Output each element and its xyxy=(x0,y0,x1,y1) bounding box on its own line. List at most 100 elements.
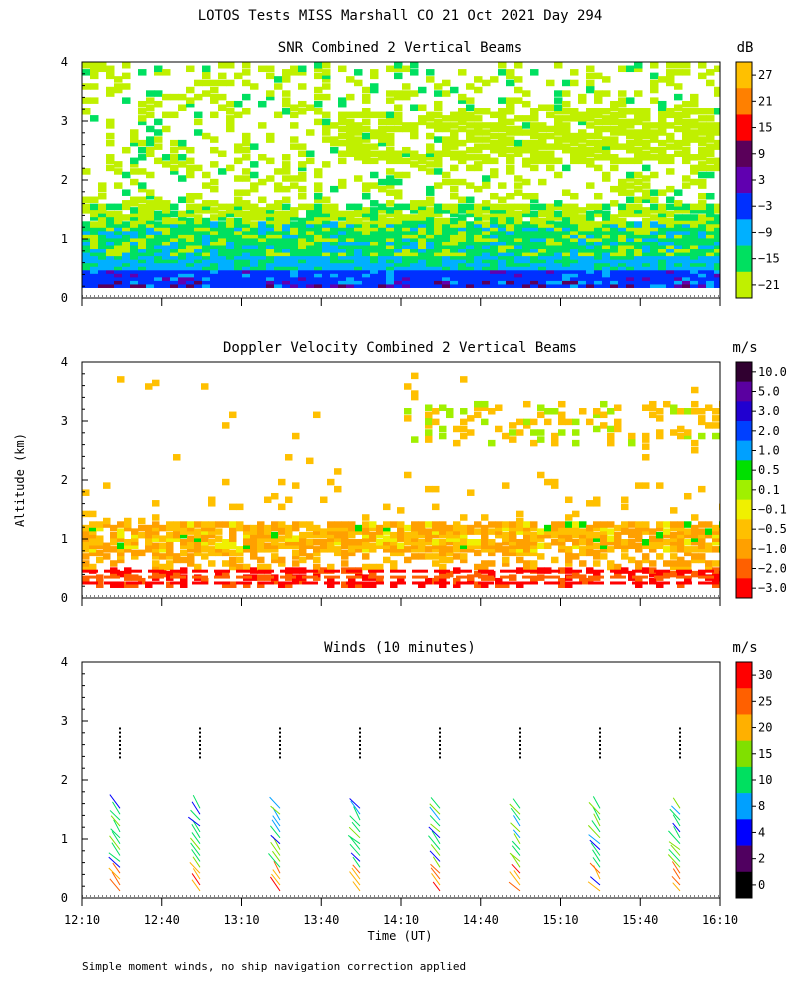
snr-cell xyxy=(626,210,635,218)
velocity-cell xyxy=(222,542,230,550)
snr-cell xyxy=(690,224,699,232)
snr-cell xyxy=(274,203,283,211)
velocity-cell xyxy=(509,422,517,429)
velocity-cell xyxy=(201,531,209,539)
snr-cell xyxy=(586,150,595,157)
snr-cell xyxy=(434,111,443,119)
snr-cell xyxy=(626,143,635,150)
velocity-cell xyxy=(460,524,468,532)
snr-cell xyxy=(338,111,347,119)
velocity-cell xyxy=(362,574,370,581)
snr-cell xyxy=(714,224,720,232)
velocity-cell xyxy=(390,560,398,567)
velocity-cell xyxy=(201,546,209,553)
snr-cell xyxy=(442,274,451,281)
velocity-cell xyxy=(362,539,370,546)
snr-cell xyxy=(186,239,195,246)
snr-cell xyxy=(386,178,395,186)
velocity-cell xyxy=(425,553,433,560)
snr-cell xyxy=(226,79,235,87)
velocity-cell xyxy=(705,531,713,539)
snr-cell xyxy=(202,242,211,250)
snr-cell xyxy=(594,146,603,154)
velocity-segment xyxy=(412,581,428,585)
snr-cell xyxy=(666,157,675,165)
velocity-cell xyxy=(558,546,566,553)
snr-cell xyxy=(562,231,571,239)
snr-cell xyxy=(154,65,163,73)
snr-cell xyxy=(210,136,219,143)
snr-cell xyxy=(346,136,355,143)
snr-cell xyxy=(530,224,539,232)
velocity-segment xyxy=(676,581,692,585)
snr-cell xyxy=(506,154,515,161)
wind-barb xyxy=(271,819,281,833)
snr-cell xyxy=(626,281,635,288)
snr-cell xyxy=(698,253,707,260)
wind-barb xyxy=(511,863,521,874)
colorbar-label: 20 xyxy=(758,721,772,735)
velocity-cell xyxy=(516,556,524,564)
velocity-cell xyxy=(82,542,90,550)
velocity-cell xyxy=(698,531,706,539)
snr-cell xyxy=(90,72,99,80)
snr-cell xyxy=(250,185,259,193)
snr-cell xyxy=(514,281,523,288)
snr-cell xyxy=(386,139,395,147)
snr-cell xyxy=(234,246,243,253)
snr-cell xyxy=(226,253,235,260)
snr-cell xyxy=(458,150,467,157)
snr-cell xyxy=(706,69,715,76)
snr-cell xyxy=(658,108,667,115)
wind-barb xyxy=(672,822,681,833)
velocity-cell xyxy=(698,485,706,493)
snr-cell xyxy=(610,224,619,232)
snr-cell xyxy=(690,263,699,271)
snr-cell xyxy=(602,146,611,154)
snr-cell xyxy=(370,263,379,271)
velocity-cell xyxy=(292,539,300,546)
snr-cell xyxy=(562,132,571,140)
snr-cell xyxy=(402,65,411,73)
velocity-cell xyxy=(313,539,321,546)
snr-cell xyxy=(162,210,171,218)
snr-cell xyxy=(514,210,523,218)
velocity-cell xyxy=(572,429,580,436)
snr-cell xyxy=(250,228,259,235)
snr-cell xyxy=(706,270,715,278)
velocity-cell xyxy=(187,560,195,567)
velocity-segment xyxy=(280,569,296,573)
snr-cell xyxy=(594,231,603,239)
snr-cell xyxy=(274,83,283,90)
snr-cell xyxy=(698,270,707,278)
snr-cell xyxy=(210,111,219,119)
snr-cell xyxy=(138,69,147,76)
velocity-cell xyxy=(495,577,503,585)
snr-cell xyxy=(394,192,403,200)
snr-cell xyxy=(306,277,315,285)
wind-dot xyxy=(119,752,121,755)
y-tick-label: 3 xyxy=(61,714,68,728)
snr-cell xyxy=(602,263,611,271)
velocity-cell xyxy=(691,524,699,532)
snr-cell xyxy=(202,65,211,73)
snr-cell xyxy=(530,146,539,154)
snr-cell xyxy=(450,228,459,235)
velocity-cell xyxy=(635,528,643,535)
snr-cell xyxy=(442,267,451,274)
snr-cell xyxy=(458,249,467,257)
snr-cell xyxy=(146,228,155,235)
snr-cell xyxy=(698,256,707,264)
snr-cell xyxy=(130,249,139,257)
colorbar-label: 3 xyxy=(758,173,765,187)
snr-cell xyxy=(706,260,715,267)
snr-cell xyxy=(626,157,635,165)
snr-cell xyxy=(690,253,699,260)
velocity-cell xyxy=(348,524,356,532)
velocity-cell xyxy=(271,542,279,550)
snr-cell xyxy=(186,281,195,288)
snr-cell xyxy=(610,256,619,264)
velocity-cell xyxy=(635,546,643,553)
snr-cell xyxy=(178,235,187,242)
velocity-cell xyxy=(355,570,363,578)
